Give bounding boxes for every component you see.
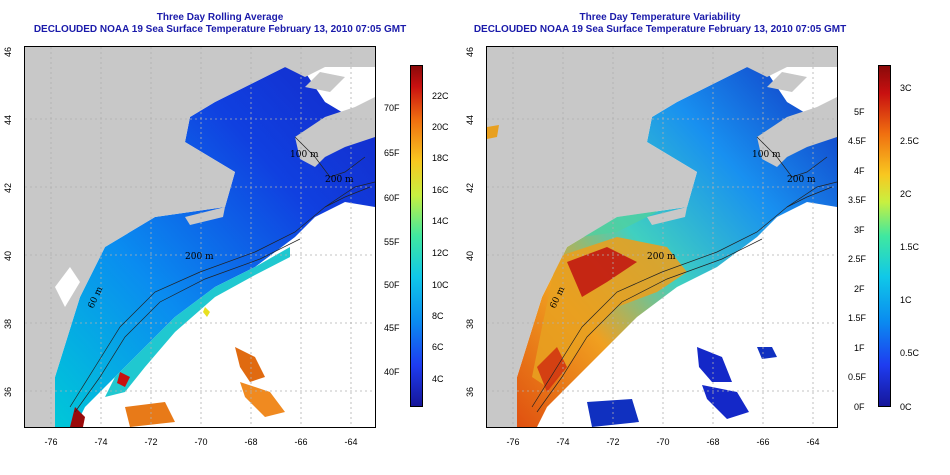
colorbar-f-label: 40F [384,367,400,377]
colorbar-c-label: 10C [432,280,449,290]
colorbar-f-label: 1F [854,343,865,353]
lon-tick: -64 [344,437,358,447]
colorbar-f-label: 1.5F [848,313,867,323]
colorbar-c-label: 1C [900,295,912,305]
left-title-line1: Three Day Rolling Average [156,12,284,23]
colorbar-c-label: 0.5C [900,348,920,358]
lon-tick: -72 [144,437,158,447]
colorbar-c-label: 22C [432,91,449,101]
land-nova-scotia [757,97,837,167]
lat-tick: 38 [3,319,13,330]
lat-tick: 44 [3,115,13,126]
lon-tick: -76 [44,437,58,447]
lon-tick: -64 [806,437,820,447]
lat-tick: 42 [465,183,475,194]
colorbar-f-label: 4F [854,166,865,176]
colorbar-f-label: 70F [384,103,400,113]
colorbar-f-label: 50F [384,280,400,290]
colorbar-f-label: 60F [384,193,400,203]
contour-label: 200 m [787,175,816,185]
colorbar-f-label: 0.5F [848,372,867,382]
left-colorbar [410,65,423,407]
lon-tick: -76 [506,437,520,447]
right-colorbar [878,65,891,407]
warm-patch [70,407,85,427]
left-title-line2: DECLOUDED NOAA 19 Sea Surface Temperatur… [33,24,407,35]
colorbar-c-label: 6C [432,342,444,352]
warm-patch [125,402,175,427]
colorbar-c-label: 20C [432,122,449,132]
colorbar-c-label: 2C [900,189,912,199]
colorbar-c-label: 1.5C [900,242,920,252]
colorbar-f-label: 4.5F [848,136,867,146]
colorbar-c-label: 14C [432,216,449,226]
lon-tick: -68 [706,437,720,447]
colorbar-c-label: 0C [900,402,912,412]
right-variability-map: 200 m 100 m 200 m 60 m [487,47,837,427]
colorbar-f-label: 45F [384,323,400,333]
colorbar-f-label: 3F [854,225,865,235]
lon-tick: -72 [606,437,620,447]
land-nova-scotia [295,97,375,167]
lat-tick: 44 [465,115,475,126]
lat-tick: 40 [3,251,13,262]
variability-water-region [517,67,837,427]
contour-label: 100 m [752,150,781,160]
right-title-line1: Three Day Temperature Variability [579,12,741,23]
colorbar-f-label: 0F [854,402,865,412]
colorbar-f-label: 3.5F [848,195,867,205]
contour-label: 200 m [647,252,676,262]
lat-tick: 38 [465,319,475,330]
contour-label: 200 m [185,252,214,262]
lon-tick: -66 [756,437,770,447]
lon-tick: -74 [556,437,570,447]
high-variability-band [532,237,687,387]
lon-tick: -70 [656,437,670,447]
lon-tick: -68 [244,437,258,447]
colorbar-f-label: 2F [854,284,865,294]
land [25,47,375,427]
lat-tick: 46 [465,47,475,58]
colorbar-c-label: 3C [900,83,912,93]
colorbar-c-label: 4C [432,374,444,384]
colorbar-f-label: 2.5F [848,254,867,264]
lat-tick: 46 [3,47,13,58]
right-title-line2: DECLOUDED NOAA 19 Sea Surface Temperatur… [473,24,847,35]
lon-tick: -66 [294,437,308,447]
colorbar-c-label: 2.5C [900,136,920,146]
left-sst-map: 200 m 100 m 200 m 60 m [25,47,375,427]
lat-tick: 36 [465,387,475,398]
contour-label: 100 m [290,150,319,160]
land [487,47,837,427]
colorbar-c-label: 16C [432,185,449,195]
colorbar-c-label: 18C [432,153,449,163]
colorbar-f-label: 55F [384,237,400,247]
lat-tick: 42 [3,183,13,194]
lon-tick: -74 [94,437,108,447]
colorbar-f-label: 5F [854,107,865,117]
lat-tick: 36 [3,387,13,398]
lon-tick: -70 [194,437,208,447]
warm-patch [235,347,265,382]
colorbar-f-label: 65F [384,148,400,158]
colorbar-c-label: 12C [432,248,449,258]
sst-water-region [55,67,375,427]
contour-label: 200 m [325,175,354,185]
colorbar-c-label: 8C [432,311,444,321]
warm-patch [117,372,130,387]
lat-tick: 40 [465,251,475,262]
